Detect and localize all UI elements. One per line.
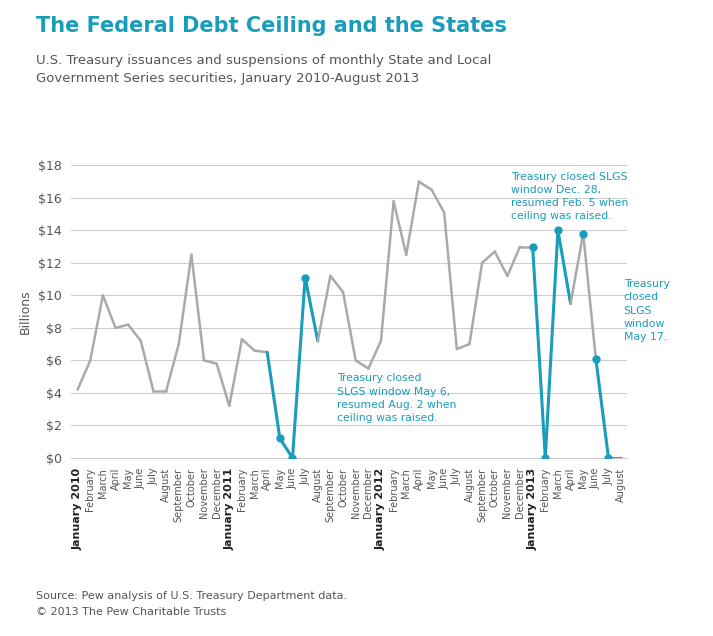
Text: U.S. Treasury issuances and suspensions of monthly State and Local
Government Se: U.S. Treasury issuances and suspensions …: [36, 54, 491, 85]
Text: The Federal Debt Ceiling and the States: The Federal Debt Ceiling and the States: [36, 16, 506, 36]
Text: © 2013 The Pew Charitable Trusts: © 2013 The Pew Charitable Trusts: [36, 607, 226, 618]
Text: Treasury closed
SLGS window May 6,
resumed Aug. 2 when
ceiling was raised.: Treasury closed SLGS window May 6, resum…: [337, 373, 456, 423]
Text: Source: Pew analysis of U.S. Treasury Department data.: Source: Pew analysis of U.S. Treasury De…: [36, 591, 347, 602]
Y-axis label: Billions: Billions: [19, 289, 32, 334]
Text: Treasury
closed
SLGS
window
May 17.: Treasury closed SLGS window May 17.: [624, 279, 670, 342]
Text: Treasury closed SLGS
window Dec. 28,
resumed Feb. 5 when
ceiling was raised.: Treasury closed SLGS window Dec. 28, res…: [511, 172, 629, 221]
